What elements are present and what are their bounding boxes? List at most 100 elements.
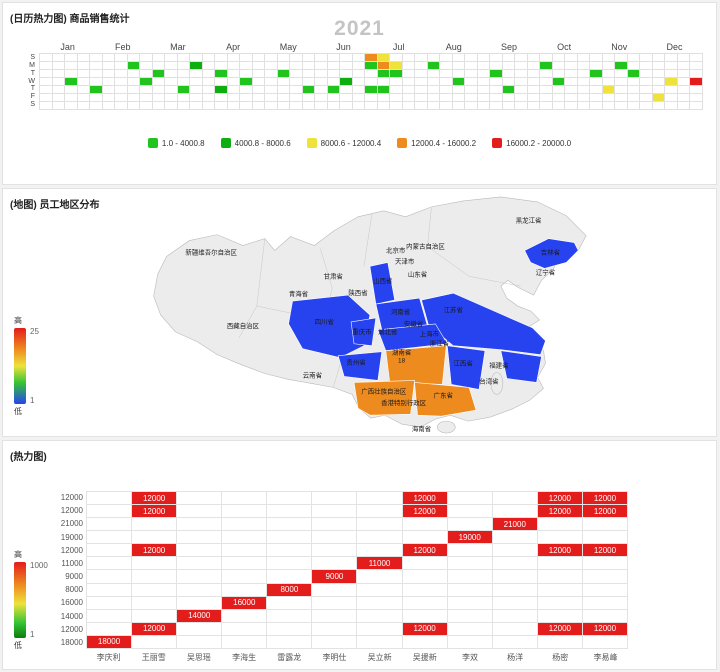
heatmap-cell[interactable]: 12000 xyxy=(132,544,177,557)
heatmap-cell[interactable]: 8000 xyxy=(267,583,312,596)
calendar-day-cell[interactable] xyxy=(615,62,627,69)
heatmap-cell[interactable]: 12000 xyxy=(537,544,582,557)
heatmap-cell[interactable]: 18000 xyxy=(87,635,132,648)
calendar-day-cell[interactable] xyxy=(502,86,515,93)
calendar-day-cell[interactable] xyxy=(302,86,315,93)
province-taiwan[interactable] xyxy=(490,372,504,395)
heatmap-x-label: 吴思瑶 xyxy=(186,653,211,662)
calendar-legend-item[interactable]: 1.0 - 4000.8 xyxy=(147,138,205,148)
province-chongqing[interactable] xyxy=(350,317,377,347)
calendar-day-cell[interactable] xyxy=(690,78,702,85)
calendar-legend-item[interactable]: 12000.4 - 16000.2 xyxy=(397,138,476,148)
calendar-day-cell[interactable] xyxy=(65,78,77,85)
calendar-day-cell[interactable] xyxy=(427,62,440,69)
calendar-day-cell xyxy=(390,86,402,93)
calendar-day-cell xyxy=(415,94,427,101)
heatmap-cell[interactable]: 12000 xyxy=(402,622,447,635)
calendar-day-cell[interactable] xyxy=(540,62,552,69)
calendar-day-cell[interactable] xyxy=(390,70,402,77)
calendar-day-cell[interactable] xyxy=(552,78,565,85)
calendar-day-cell[interactable] xyxy=(365,86,377,93)
heatmap-cell[interactable]: 19000 xyxy=(447,531,492,544)
heatmap-cell[interactable]: 11000 xyxy=(357,557,402,570)
heatmap-cell[interactable]: 21000 xyxy=(492,518,537,531)
calendar-day-cell[interactable] xyxy=(590,70,602,77)
province-jiangxi[interactable] xyxy=(446,345,486,390)
calendar-legend-item[interactable]: 16000.2 - 20000.0 xyxy=(492,138,571,148)
calendar-day-cell[interactable] xyxy=(215,86,227,93)
heatmap-cell[interactable]: 12000 xyxy=(537,622,582,635)
calendar-day-cell[interactable] xyxy=(602,86,615,93)
visualmap-gradient-bar[interactable] xyxy=(14,328,26,404)
province-guangxi[interactable] xyxy=(353,380,415,416)
calendar-day-cell[interactable] xyxy=(377,54,390,61)
heatmap-cell xyxy=(222,583,267,596)
heatmap-cell[interactable]: 12000 xyxy=(132,505,177,518)
province-hubei[interactable] xyxy=(377,323,448,352)
province-sichuan[interactable] xyxy=(288,294,371,358)
heatmap-x-axis: 李庆利 王丽雪 吴思瑶 李海生 雷露龙 李明仕 吴立新 吴援新 李双 杨洋 杨密 李易峰 xyxy=(86,652,628,663)
calendar-day-cell xyxy=(127,94,140,101)
calendar-day-cell[interactable] xyxy=(152,70,165,77)
calendar-day-cell xyxy=(265,102,277,109)
heatmap-y-label: 11000 xyxy=(61,558,83,568)
heatmap-cell[interactable]: 12000 xyxy=(537,492,582,505)
map-region-label: 江苏省 xyxy=(444,305,464,314)
province-zhejiang[interactable] xyxy=(500,350,542,383)
map-region-label: 上海市 xyxy=(420,329,440,338)
calendar-day-cell xyxy=(577,62,590,69)
calendar-day-cell[interactable] xyxy=(365,62,377,69)
heatmap-cell[interactable]: 12000 xyxy=(582,544,627,557)
heatmap-x-label: 吴立新 xyxy=(367,653,392,662)
calendar-day-cell[interactable] xyxy=(90,86,102,93)
calendar-day-cell xyxy=(527,102,540,109)
calendar-day-cell xyxy=(215,54,227,61)
calendar-weekday-label: F xyxy=(30,93,35,101)
heatmap-cell[interactable]: 12000 xyxy=(402,505,447,518)
calendar-day-cell[interactable] xyxy=(377,62,390,69)
calendar-day-cell[interactable] xyxy=(377,86,390,93)
calendar-day-cell[interactable] xyxy=(390,62,402,69)
calendar-day-cell[interactable] xyxy=(490,70,502,77)
calendar-legend-item[interactable]: 8000.6 - 12000.4 xyxy=(306,138,381,148)
calendar-day-cell[interactable] xyxy=(665,78,677,85)
heatmap-cell[interactable]: 12000 xyxy=(582,622,627,635)
calendar-day-cell[interactable] xyxy=(627,70,640,77)
heatmap-cell[interactable]: 12000 xyxy=(582,505,627,518)
calendar-legend-item[interactable]: 4000.8 - 8000.6 xyxy=(220,138,291,148)
heatmap-cell[interactable]: 12000 xyxy=(402,492,447,505)
calendar-day-cell[interactable] xyxy=(652,94,665,101)
province-guangdong[interactable] xyxy=(414,382,477,417)
calendar-day-cell[interactable] xyxy=(127,62,140,69)
province-guizhou[interactable] xyxy=(337,351,383,381)
heatmap-cell[interactable]: 14000 xyxy=(177,609,222,622)
calendar-day-cell[interactable] xyxy=(340,78,352,85)
heatmap-cell[interactable]: 12000 xyxy=(132,622,177,635)
calendar-day-cell xyxy=(202,62,215,69)
calendar-day-cell[interactable] xyxy=(365,54,377,61)
heatmap-cell[interactable]: 12000 xyxy=(132,492,177,505)
heatmap-cell[interactable]: 9000 xyxy=(312,570,357,583)
calendar-day-cell[interactable] xyxy=(277,70,290,77)
calendar-day-cell[interactable] xyxy=(452,78,465,85)
calendar-day-cell[interactable] xyxy=(240,78,252,85)
map-region-label: 山西省 xyxy=(373,276,393,285)
heatmap-cell[interactable]: 16000 xyxy=(222,596,267,609)
heatmap-cell[interactable]: 12000 xyxy=(402,544,447,557)
visualmap-gradient-bar[interactable] xyxy=(14,562,26,638)
province-hainan[interactable] xyxy=(437,420,456,434)
province-jilin[interactable] xyxy=(524,238,579,269)
calendar-day-cell[interactable] xyxy=(377,70,390,77)
calendar-day-cell[interactable] xyxy=(215,70,227,77)
calendar-day-cell[interactable] xyxy=(327,86,340,93)
calendar-day-cell xyxy=(502,94,515,101)
province-shanxi[interactable] xyxy=(369,262,396,305)
legend-swatch xyxy=(492,138,503,148)
heatmap-cell[interactable]: 12000 xyxy=(582,492,627,505)
calendar-day-cell[interactable] xyxy=(140,78,152,85)
province-hunan[interactable] xyxy=(385,345,447,385)
calendar-day-cell[interactable] xyxy=(190,62,202,69)
heatmap-cell[interactable]: 12000 xyxy=(537,505,582,518)
heatmap-cell xyxy=(312,622,357,635)
calendar-day-cell[interactable] xyxy=(177,86,190,93)
